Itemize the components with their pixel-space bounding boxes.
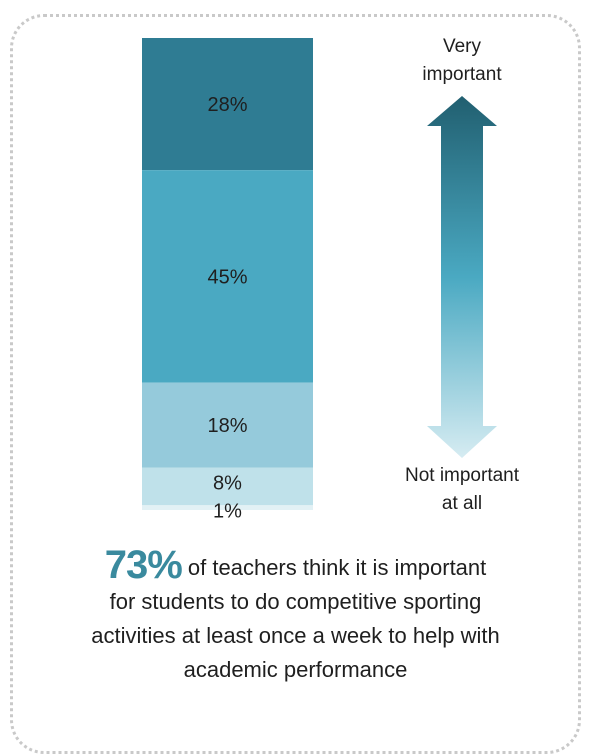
bottom-scale-label-line-2: at all (442, 493, 482, 514)
bar-segment-1 (142, 38, 313, 171)
bar-segment-5 (142, 505, 313, 510)
bar-segment-4 (142, 467, 313, 506)
top-scale-label-line-2: important (422, 64, 502, 85)
importance-scale-arrow (427, 96, 497, 458)
importance-chart: 28% 45% 18% 8% 1% Very important Not importa… (142, 36, 520, 523)
top-scale-label-line-1: Very (443, 36, 482, 57)
bar-segment-label-4: 8% (213, 472, 242, 494)
bar-segment-3 (142, 382, 313, 468)
bar-segment-2 (142, 170, 313, 383)
bar-segment-label-2: 45% (207, 266, 247, 288)
bar-segment-label-1: 28% (207, 94, 247, 116)
caption-line-2: for students to do competitive sporting (109, 589, 482, 614)
bottom-scale-label-line-1: Not important (405, 465, 520, 486)
caption-line-1: of teachers think it is important (181, 555, 487, 580)
segment-labels: 28% 45% 18% 8% 1% (207, 94, 247, 523)
caption-line-4: academic performance (183, 657, 408, 682)
caption-line-3: activities at least once a week to help … (91, 623, 500, 648)
bar-segment-label-5: 1% (213, 501, 242, 523)
bar-segment-label-3: 18% (207, 415, 247, 437)
caption: 73% of teachers think it is important fo… (40, 545, 551, 687)
caption-highlight: 73% (104, 543, 183, 587)
stacked-bar (142, 38, 313, 510)
